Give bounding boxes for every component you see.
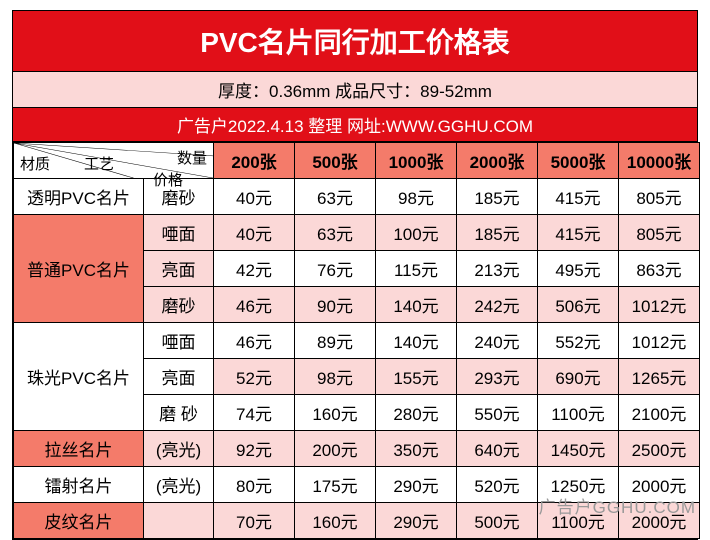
price-cell: 2100元 bbox=[619, 395, 700, 431]
diagonal-header: 数量 价格 材质 工艺 bbox=[14, 143, 214, 179]
tech-cell: 磨砂 bbox=[144, 287, 214, 323]
price-cell: 115元 bbox=[376, 251, 457, 287]
price-cell: 690元 bbox=[538, 359, 619, 395]
price-table: 数量 价格 材质 工艺 200张 500张 1000张 2000张 5000张 … bbox=[13, 142, 700, 539]
qty-header: 500张 bbox=[295, 143, 376, 179]
price-cell: 290元 bbox=[376, 467, 457, 503]
price-cell: 52元 bbox=[214, 359, 295, 395]
price-cell: 80元 bbox=[214, 467, 295, 503]
tech-cell: 磨 砂 bbox=[144, 395, 214, 431]
material-cell: 皮纹名片 bbox=[14, 503, 144, 539]
tech-cell bbox=[144, 503, 214, 539]
qty-header: 2000张 bbox=[457, 143, 538, 179]
price-cell: 213元 bbox=[457, 251, 538, 287]
price-cell: 175元 bbox=[295, 467, 376, 503]
price-cell: 98元 bbox=[295, 359, 376, 395]
price-cell: 280元 bbox=[376, 395, 457, 431]
price-cell: 415元 bbox=[538, 179, 619, 215]
material-cell: 拉丝名片 bbox=[14, 431, 144, 467]
price-cell: 2000元 bbox=[619, 503, 700, 539]
price-cell: 90元 bbox=[295, 287, 376, 323]
tech-cell: 亮面 bbox=[144, 359, 214, 395]
price-cell: 140元 bbox=[376, 323, 457, 359]
price-cell: 552元 bbox=[538, 323, 619, 359]
price-cell: 92元 bbox=[214, 431, 295, 467]
hdr-tech-label: 工艺 bbox=[84, 153, 114, 174]
material-cell: 镭射名片 bbox=[14, 467, 144, 503]
material-cell: 珠光PVC名片 bbox=[14, 323, 144, 431]
price-cell: 42元 bbox=[214, 251, 295, 287]
price-cell: 40元 bbox=[214, 179, 295, 215]
price-cell: 76元 bbox=[295, 251, 376, 287]
price-cell: 1265元 bbox=[619, 359, 700, 395]
qty-header: 1000张 bbox=[376, 143, 457, 179]
hdr-material-label: 材质 bbox=[20, 153, 50, 174]
hdr-quantity-label: 数量 bbox=[177, 147, 207, 168]
price-cell: 1012元 bbox=[619, 323, 700, 359]
table-title: PVC名片同行加工价格表 bbox=[13, 11, 697, 72]
table-row: 珠光PVC名片唖面46元89元140元240元552元1012元 bbox=[14, 323, 700, 359]
price-cell: 74元 bbox=[214, 395, 295, 431]
table-row: 普通PVC名片唖面40元63元100元185元415元805元 bbox=[14, 215, 700, 251]
price-cell: 155元 bbox=[376, 359, 457, 395]
spec-row: 厚度：0.36mm 成品尺寸：89-52mm bbox=[13, 72, 697, 108]
price-cell: 1450元 bbox=[538, 431, 619, 467]
price-cell: 495元 bbox=[538, 251, 619, 287]
info-row: 广告户2022.4.13 整理 网址:WWW.GGHU.COM bbox=[13, 108, 697, 142]
price-cell: 98元 bbox=[376, 179, 457, 215]
tech-cell: (亮光) bbox=[144, 467, 214, 503]
price-cell: 160元 bbox=[295, 503, 376, 539]
price-cell: 290元 bbox=[376, 503, 457, 539]
price-cell: 1012元 bbox=[619, 287, 700, 323]
tech-cell: 唖面 bbox=[144, 323, 214, 359]
price-cell: 242元 bbox=[457, 287, 538, 323]
price-cell: 40元 bbox=[214, 215, 295, 251]
price-cell: 100元 bbox=[376, 215, 457, 251]
price-cell: 500元 bbox=[457, 503, 538, 539]
price-cell: 46元 bbox=[214, 323, 295, 359]
table-row: 透明PVC名片磨砂40元63元98元185元415元805元 bbox=[14, 179, 700, 215]
price-cell: 640元 bbox=[457, 431, 538, 467]
price-cell: 185元 bbox=[457, 215, 538, 251]
price-cell: 63元 bbox=[295, 179, 376, 215]
price-cell: 160元 bbox=[295, 395, 376, 431]
price-cell: 2000元 bbox=[619, 467, 700, 503]
price-cell: 200元 bbox=[295, 431, 376, 467]
table-row: 拉丝名片(亮光)92元200元350元640元1450元2500元 bbox=[14, 431, 700, 467]
price-cell: 2500元 bbox=[619, 431, 700, 467]
price-cell: 863元 bbox=[619, 251, 700, 287]
price-cell: 506元 bbox=[538, 287, 619, 323]
qty-header: 5000张 bbox=[538, 143, 619, 179]
price-cell: 805元 bbox=[619, 179, 700, 215]
table-row: 皮纹名片 70元160元290元500元1100元2000元 bbox=[14, 503, 700, 539]
price-cell: 415元 bbox=[538, 215, 619, 251]
price-cell: 293元 bbox=[457, 359, 538, 395]
qty-header: 10000张 bbox=[619, 143, 700, 179]
price-cell: 350元 bbox=[376, 431, 457, 467]
table-row: 镭射名片(亮光)80元175元290元520元1250元2000元 bbox=[14, 467, 700, 503]
tech-cell: 唖面 bbox=[144, 215, 214, 251]
tech-cell: (亮光) bbox=[144, 431, 214, 467]
price-cell: 63元 bbox=[295, 215, 376, 251]
price-table-container: PVC名片同行加工价格表 厚度：0.36mm 成品尺寸：89-52mm 广告户2… bbox=[12, 10, 698, 540]
price-cell: 805元 bbox=[619, 215, 700, 251]
material-cell: 普通PVC名片 bbox=[14, 215, 144, 323]
price-cell: 89元 bbox=[295, 323, 376, 359]
tech-cell: 亮面 bbox=[144, 251, 214, 287]
material-cell: 透明PVC名片 bbox=[14, 179, 144, 215]
hdr-price-label: 价格 bbox=[153, 169, 183, 190]
price-cell: 1250元 bbox=[538, 467, 619, 503]
price-cell: 240元 bbox=[457, 323, 538, 359]
price-cell: 140元 bbox=[376, 287, 457, 323]
price-cell: 46元 bbox=[214, 287, 295, 323]
price-cell: 1100元 bbox=[538, 395, 619, 431]
header-row: 数量 价格 材质 工艺 200张 500张 1000张 2000张 5000张 … bbox=[14, 143, 700, 179]
price-cell: 1100元 bbox=[538, 503, 619, 539]
price-cell: 185元 bbox=[457, 179, 538, 215]
qty-header: 200张 bbox=[214, 143, 295, 179]
price-cell: 520元 bbox=[457, 467, 538, 503]
price-cell: 550元 bbox=[457, 395, 538, 431]
price-cell: 70元 bbox=[214, 503, 295, 539]
